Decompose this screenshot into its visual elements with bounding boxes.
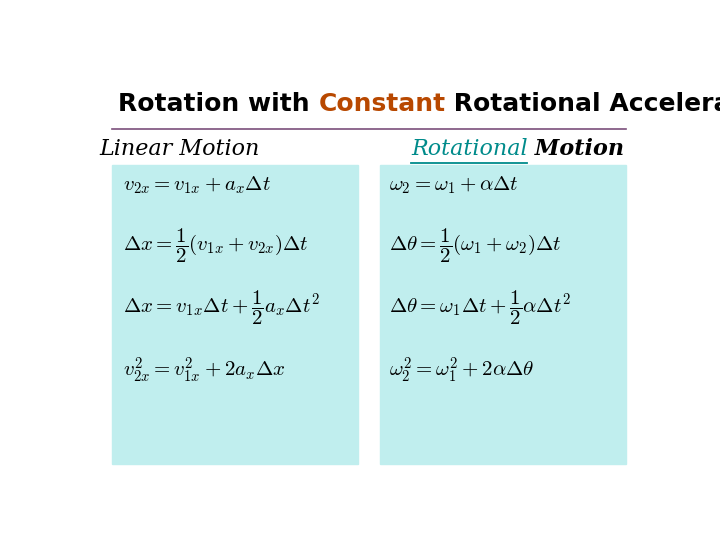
Text: $v_{2x}^{2} = v_{1x}^{2} + 2a_x \Delta x$: $v_{2x}^{2} = v_{1x}^{2} + 2a_x \Delta x… — [124, 356, 286, 385]
Text: $\Delta x = \dfrac{1}{2}(v_{1x} + v_{2x})\Delta t$: $\Delta x = \dfrac{1}{2}(v_{1x} + v_{2x}… — [124, 226, 309, 265]
FancyBboxPatch shape — [380, 165, 626, 464]
Text: Rotational: Rotational — [411, 138, 528, 159]
FancyBboxPatch shape — [112, 165, 358, 464]
Text: Constant: Constant — [318, 92, 446, 116]
Text: $\Delta\theta = \dfrac{1}{2}(\omega_1 + \omega_2)\Delta t$: $\Delta\theta = \dfrac{1}{2}(\omega_1 + … — [389, 226, 561, 265]
Text: Motion: Motion — [528, 138, 624, 159]
Text: Rotational Acceleration: Rotational Acceleration — [446, 92, 720, 116]
Text: $v_{2x} = v_{1x} + a_x \Delta t$: $v_{2x} = v_{1x} + a_x \Delta t$ — [124, 174, 271, 196]
Text: Linear Motion: Linear Motion — [99, 138, 259, 159]
Text: $\Delta x = v_{1x}\Delta t + \dfrac{1}{2}a_x \Delta t^2$: $\Delta x = v_{1x}\Delta t + \dfrac{1}{2… — [124, 289, 321, 327]
Text: Rotation with: Rotation with — [118, 92, 318, 116]
Text: $\omega_2^{2} = \omega_1^{2} + 2\alpha\Delta\theta$: $\omega_2^{2} = \omega_1^{2} + 2\alpha\D… — [389, 356, 534, 385]
Text: $\omega_2 = \omega_1 + \alpha\Delta t$: $\omega_2 = \omega_1 + \alpha\Delta t$ — [389, 174, 518, 196]
Text: $\Delta\theta = \omega_1\Delta t + \dfrac{1}{2}\alpha\Delta t^2$: $\Delta\theta = \omega_1\Delta t + \dfra… — [389, 289, 571, 327]
